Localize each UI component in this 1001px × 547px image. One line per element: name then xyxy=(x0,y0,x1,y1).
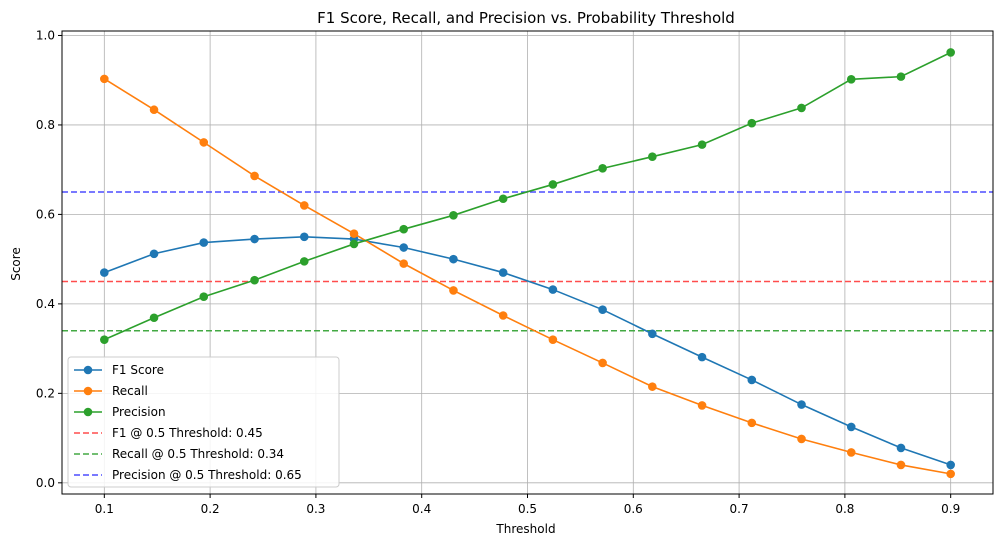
f1-score-point xyxy=(199,238,209,247)
series-layer xyxy=(100,48,955,479)
precision-point xyxy=(399,224,409,234)
recall-point xyxy=(349,229,359,238)
legend-label: Precision @ 0.5 Threshold: 0.65 xyxy=(112,468,302,482)
f1-score-point xyxy=(697,352,707,362)
tick-layer: 0.1 0.2 0.3 0.4 0.5 0.6 0.7 0.8 0.9 0.0 0.2 0.4 0.6 0… xyxy=(36,28,960,516)
f1-score-point xyxy=(250,234,259,244)
f1-score-point xyxy=(896,443,906,453)
y-tick-label: 0.6 xyxy=(36,207,55,221)
precision-point xyxy=(797,103,806,113)
recall-point xyxy=(747,418,757,428)
f1-score-point xyxy=(100,268,109,277)
f1-score-point xyxy=(548,285,558,294)
y-tick-label: 0.2 xyxy=(36,386,55,400)
recall-line xyxy=(103,78,951,475)
f1-score-point xyxy=(598,305,607,314)
x-tick-label: 0.6 xyxy=(624,502,643,516)
f1-score-point xyxy=(797,400,806,409)
y-tick-label: 1.0 xyxy=(36,28,55,42)
x-tick-label: 0.1 xyxy=(95,502,114,516)
precision-point xyxy=(896,72,906,81)
recall-point xyxy=(797,434,806,444)
precision-point xyxy=(846,75,856,84)
recall-point xyxy=(149,105,159,115)
y-tick-label: 0.4 xyxy=(36,297,55,311)
x-tick-label: 0.3 xyxy=(306,502,325,516)
f1-score-point xyxy=(498,268,508,277)
x-tick-label: 0.8 xyxy=(835,502,854,516)
precision-line xyxy=(103,51,952,341)
precision-point xyxy=(100,335,109,344)
legend-label: Recall @ 0.5 Threshold: 0.34 xyxy=(112,447,284,461)
precision-point xyxy=(946,48,955,57)
f1-score-point xyxy=(846,422,856,432)
precision-point xyxy=(598,164,607,173)
reference-lines xyxy=(62,191,993,332)
recall-point xyxy=(598,358,607,368)
legend-marker xyxy=(83,365,93,375)
precision-point xyxy=(149,313,159,323)
precision-point xyxy=(697,140,707,149)
recall-point xyxy=(100,74,109,84)
legend-label: Precision xyxy=(112,405,166,419)
recall-point xyxy=(697,401,707,410)
f1-score-point xyxy=(149,249,159,259)
y-tick-label: 0.0 xyxy=(36,476,55,490)
legend-label: F1 Score xyxy=(112,363,164,377)
recall-point xyxy=(846,448,856,457)
legend-marker xyxy=(83,386,93,396)
f1-score-point xyxy=(946,460,955,470)
precision-point xyxy=(648,152,657,162)
x-tick-label: 0.7 xyxy=(730,502,749,516)
precision-point xyxy=(449,211,458,220)
recall-point xyxy=(548,335,558,344)
chart-title: F1 Score, Recall, and Precision vs. Prob… xyxy=(317,9,735,27)
precision-point xyxy=(199,292,209,302)
precision-point xyxy=(349,239,359,249)
recall-point xyxy=(946,469,955,479)
precision-point xyxy=(299,257,309,266)
y-axis-label: Score xyxy=(9,247,23,281)
x-axis-label: Threshold xyxy=(495,522,555,536)
f1-score-line xyxy=(104,235,951,466)
legend-label: F1 @ 0.5 Threshold: 0.45 xyxy=(112,426,263,440)
recall-point xyxy=(498,311,508,320)
x-tick-label: 0.2 xyxy=(201,502,220,516)
f1-score-point xyxy=(299,232,309,242)
f1-score-point xyxy=(449,254,458,264)
legend-label: Recall xyxy=(112,384,148,398)
legend: F1 Score Recall Precision F1 @ 0.5 Threshol… xyxy=(67,356,340,488)
x-tick-label: 0.9 xyxy=(941,502,960,516)
recall-point xyxy=(299,201,309,210)
recall-point xyxy=(199,138,209,147)
f1-score-point xyxy=(747,375,757,385)
f1-score-point xyxy=(648,329,657,339)
recall-point xyxy=(648,382,657,391)
y-tick-label: 0.8 xyxy=(36,118,55,132)
f1-score-point xyxy=(399,243,409,252)
x-tick-label: 0.4 xyxy=(412,502,431,516)
precision-point xyxy=(747,118,757,128)
precision-point xyxy=(548,180,558,189)
legend-box xyxy=(67,356,340,488)
recall-point xyxy=(449,286,458,295)
recall-point xyxy=(250,171,259,181)
recall-point xyxy=(896,460,906,470)
precision-point xyxy=(250,275,259,285)
recall-point xyxy=(399,259,409,268)
x-tick-label: 0.5 xyxy=(518,502,537,516)
legend-marker xyxy=(83,407,93,417)
precision-point xyxy=(498,194,508,204)
